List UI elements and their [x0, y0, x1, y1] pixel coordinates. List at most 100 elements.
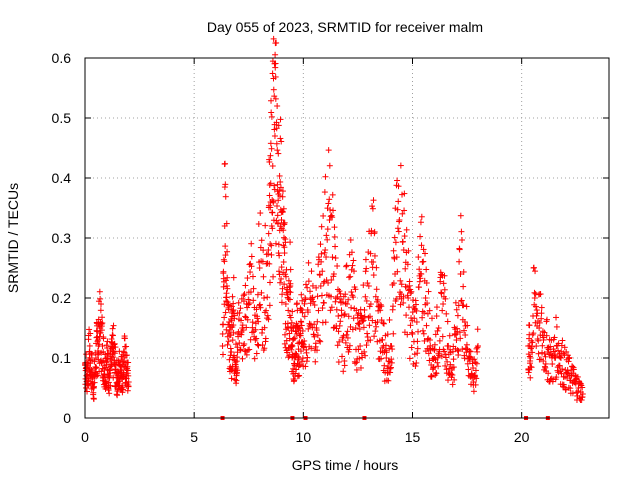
data-point: [530, 264, 537, 271]
plot-frame: [84, 57, 610, 419]
data-point: [98, 368, 105, 375]
data-point: [419, 308, 426, 315]
data-point: [455, 348, 462, 355]
data-point: [386, 316, 393, 323]
data-point: [322, 247, 329, 253]
data-point: [397, 277, 404, 284]
data-point: [532, 268, 539, 275]
data-point: [373, 286, 380, 293]
data-points: [82, 35, 586, 403]
data-point: [249, 324, 256, 331]
data-point: [539, 328, 546, 335]
data-point: [452, 299, 459, 306]
x-tick-label: 0: [81, 429, 89, 445]
data-point: [438, 271, 445, 278]
data-point: [431, 347, 438, 354]
data-point: [340, 368, 347, 375]
data-point: [271, 182, 278, 189]
data-point: [269, 225, 276, 232]
data-point: [237, 347, 244, 354]
data-point: [406, 278, 413, 285]
data-point: [274, 147, 281, 154]
data-point: [421, 337, 428, 344]
y-tick-label: 0.2: [52, 290, 72, 306]
data-point: [272, 95, 279, 102]
data-point: [244, 275, 251, 282]
data-point: [541, 350, 548, 357]
data-point: [253, 335, 260, 342]
data-point: [238, 317, 245, 324]
data-point: [323, 254, 330, 261]
data-point: [87, 330, 94, 337]
data-point: [304, 284, 311, 291]
data-point: [393, 296, 400, 303]
data-point: [528, 364, 535, 371]
data-point: [240, 298, 247, 305]
data-point: [423, 322, 430, 329]
data-point: [383, 355, 390, 361]
data-point: [281, 244, 288, 251]
data-point: [222, 252, 229, 259]
data-point: [542, 353, 549, 360]
data-point: [314, 332, 321, 339]
data-point: [316, 337, 323, 344]
data-point: [339, 353, 346, 360]
data-point: [313, 284, 320, 291]
data-point: [91, 383, 98, 390]
data-point: [445, 377, 452, 384]
data-point: [287, 289, 294, 296]
data-point: [280, 227, 287, 234]
data-point: [298, 291, 305, 298]
data-point: [267, 140, 274, 147]
data-point: [356, 326, 363, 333]
data-point: [474, 326, 481, 333]
data-point: [267, 180, 274, 187]
data-point: [277, 178, 284, 185]
data-point: [384, 369, 391, 376]
data-point: [270, 35, 277, 42]
data-point: [224, 341, 231, 348]
data-point: [111, 340, 118, 347]
data-point: [559, 337, 566, 344]
data-point: [336, 288, 343, 295]
data-point: [308, 345, 315, 352]
data-point: [401, 207, 408, 214]
data-point: [360, 282, 367, 289]
data-point: [252, 326, 259, 333]
data-point: [267, 204, 274, 211]
data-point: [248, 253, 255, 260]
data-point: [261, 324, 268, 331]
x-tick-label: 15: [405, 429, 421, 445]
data-point: [312, 340, 319, 347]
data-point: [355, 321, 362, 328]
data-point: [442, 295, 449, 302]
data-point: [408, 344, 415, 351]
data-point: [317, 338, 324, 345]
data-point: [547, 343, 554, 350]
data-point: [343, 331, 350, 338]
data-point: [415, 328, 422, 335]
data-point: [457, 335, 464, 342]
data-point: [314, 293, 321, 300]
data-point: [227, 345, 234, 352]
data-point: [378, 303, 385, 310]
data-point: [313, 327, 320, 334]
data-point: [559, 366, 566, 373]
data-point: [416, 266, 423, 273]
data-point: [355, 320, 362, 327]
data-point: [103, 358, 110, 365]
data-point: [253, 350, 260, 357]
data-point: [222, 181, 229, 188]
data-point: [346, 342, 353, 349]
data-point: [335, 328, 342, 335]
data-point: [436, 337, 443, 344]
x-tick-label: 5: [190, 429, 198, 445]
data-point: [287, 314, 294, 321]
data-point: [93, 373, 100, 380]
data-point: [94, 338, 101, 345]
data-point: [374, 338, 381, 345]
data-point: [330, 271, 337, 277]
data-point: [433, 313, 440, 320]
data-point: [124, 367, 131, 374]
data-point: [446, 332, 453, 339]
